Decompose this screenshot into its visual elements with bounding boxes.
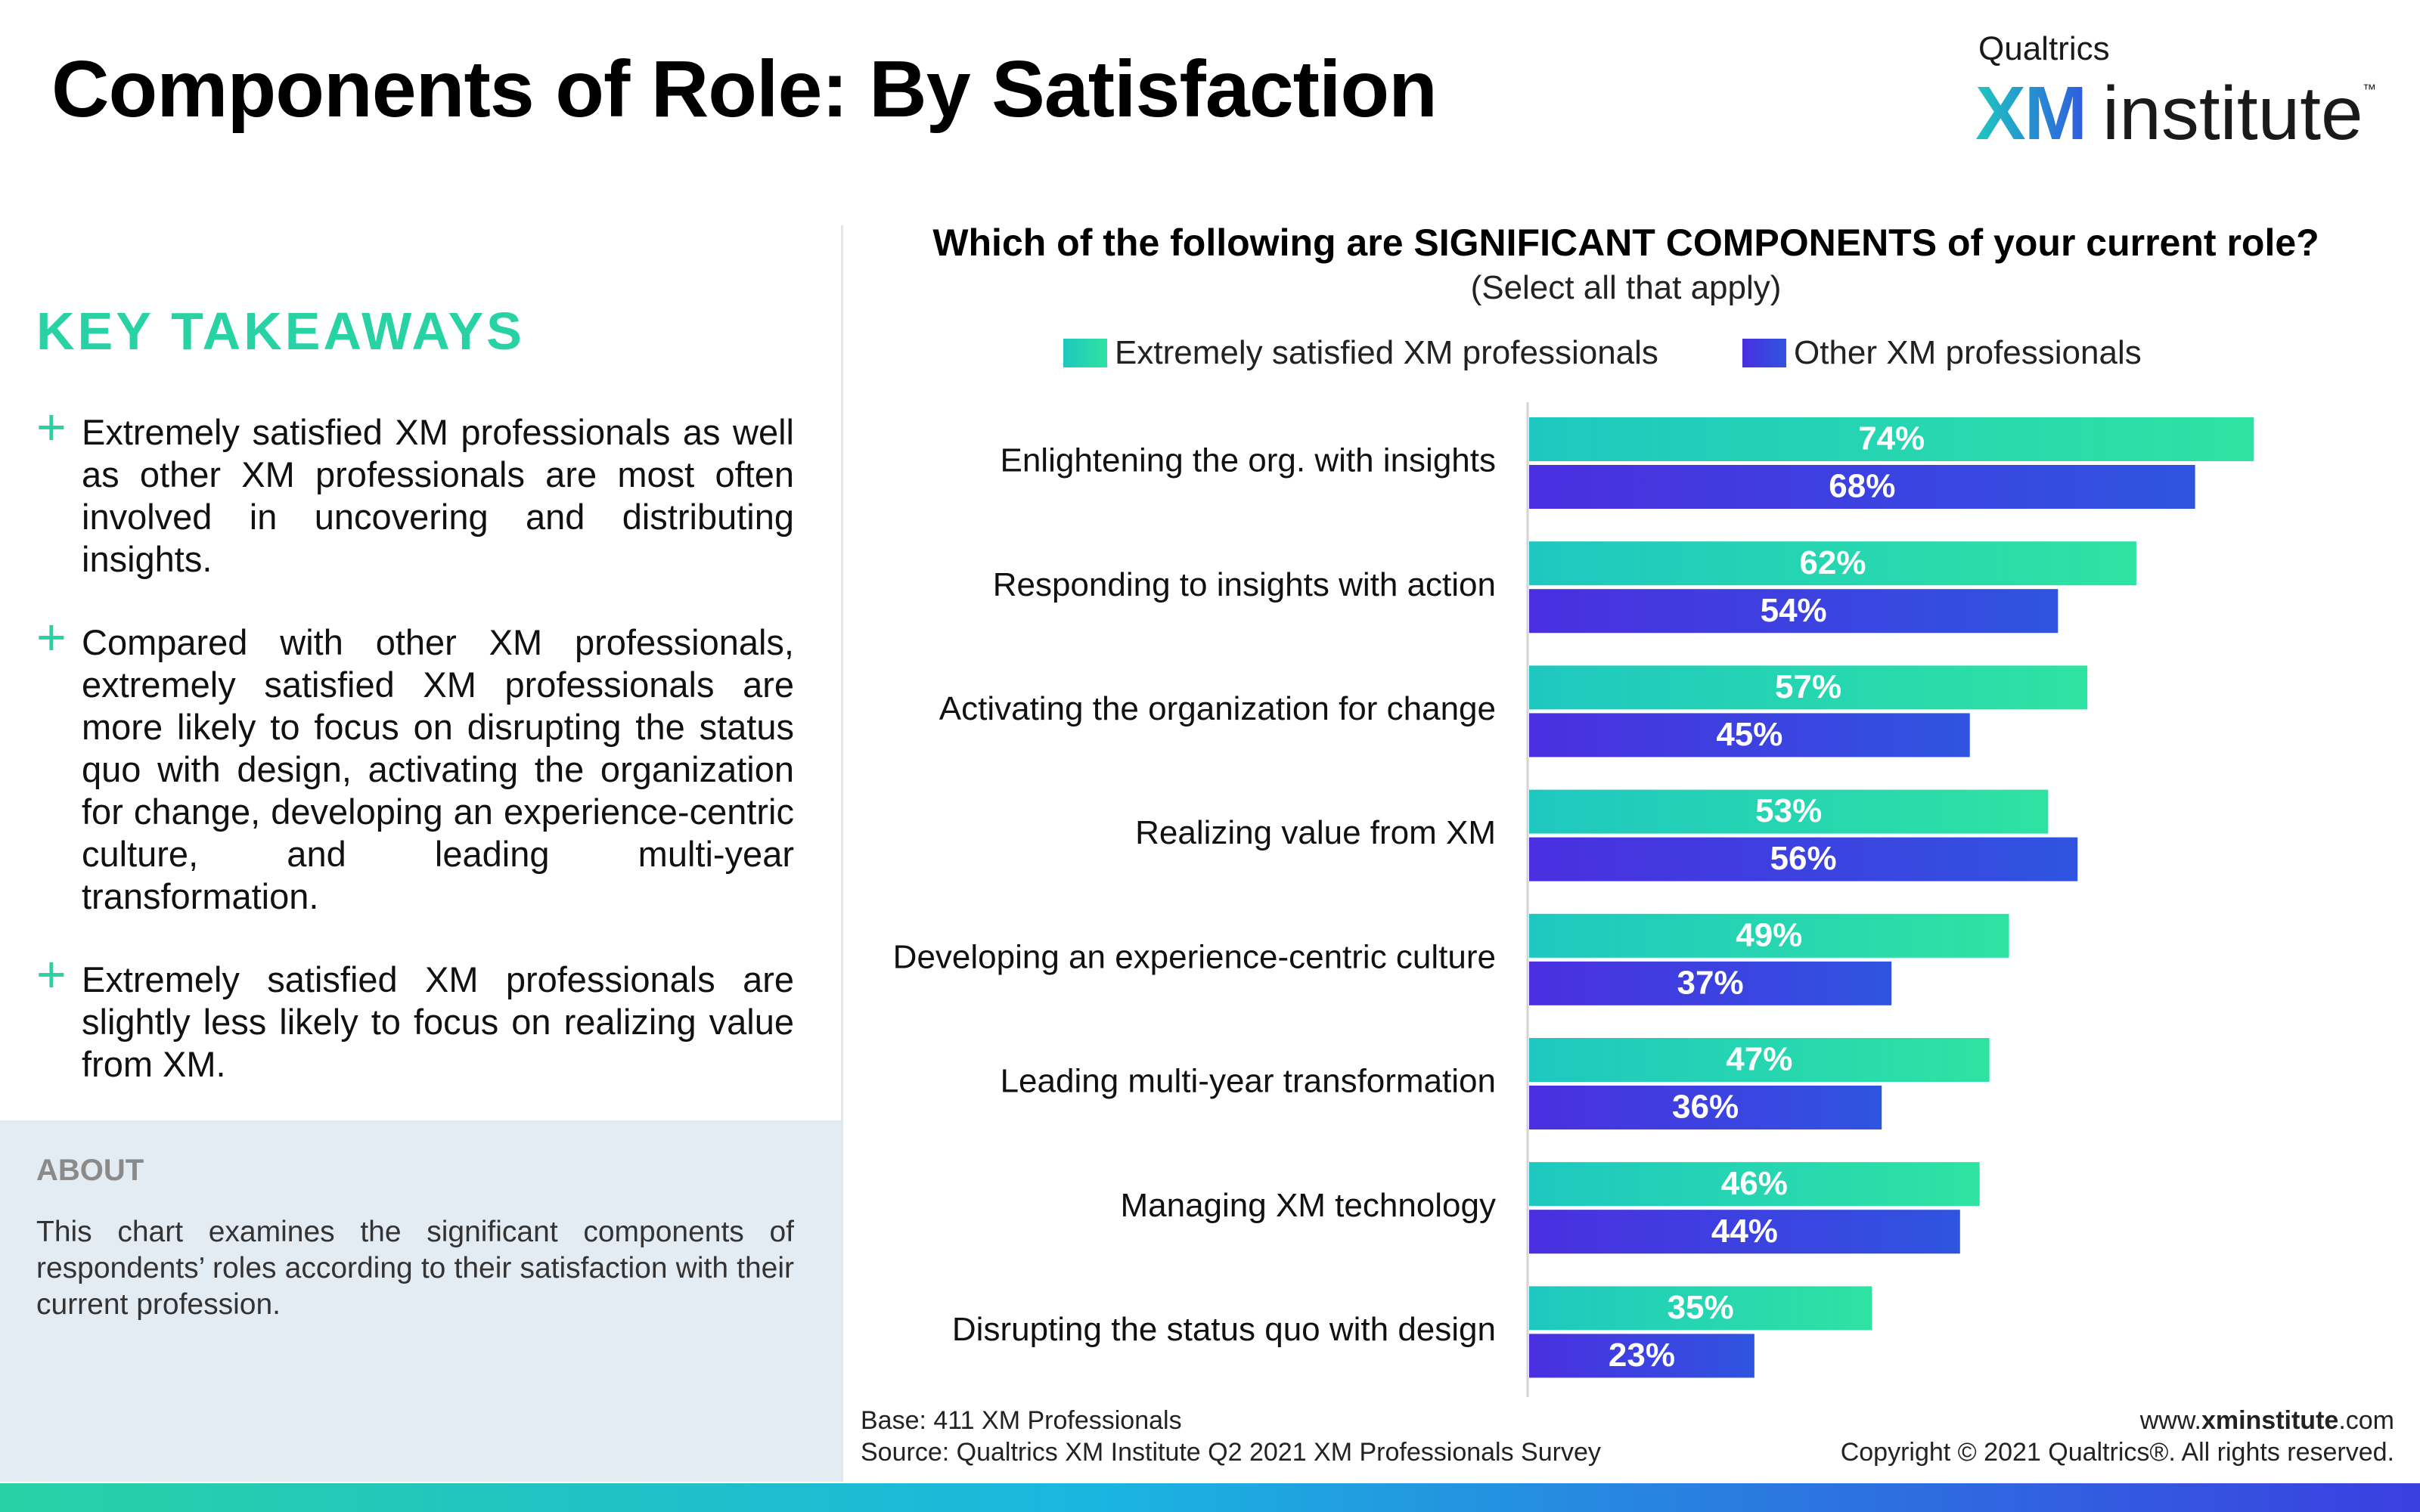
bar-other <box>1529 589 2059 634</box>
bar-other <box>1529 837 2078 881</box>
chart-marks: Enlightening the org. with insights 74% 68… <box>893 417 2254 1378</box>
data-label: 35% <box>1668 1289 1734 1326</box>
data-label: 44% <box>1711 1213 1778 1250</box>
data-label: 45% <box>1716 716 1782 753</box>
category-label: Activating the organization for change <box>939 690 1496 727</box>
plus-icon: + <box>36 946 67 1003</box>
data-label: 37% <box>1677 964 1744 1001</box>
data-label: 53% <box>1755 792 1822 829</box>
logo-institute: institute <box>2102 71 2363 156</box>
takeaway-item: + Compared with other XM professionals, … <box>36 609 794 918</box>
chart-subtitle: (Select all that apply) <box>1470 269 1782 306</box>
category-label: Enlightening the org. with insights <box>1000 442 1496 479</box>
data-label: 49% <box>1736 916 1802 953</box>
grouped-bar-chart: Enlightening the org. with insights 74% 68… <box>893 402 2254 1397</box>
bar-other <box>1529 713 1970 758</box>
legend-swatch <box>1063 339 1107 367</box>
takeaway-item: + Extremely satisfied XM professionals a… <box>36 946 794 1086</box>
category-label: Managing XM technology <box>1120 1187 1496 1224</box>
takeaway-text: Compared with other XM professionals, ex… <box>82 622 794 916</box>
takeaway-text: Extremely satisfied XM professionals as … <box>82 412 794 579</box>
category-label: Realizing value from XM <box>1135 814 1496 851</box>
bar-extremely-satisfied <box>1529 789 2049 834</box>
key-takeaways-heading: KEY TAKEAWAYS <box>36 302 525 361</box>
bar-other <box>1529 1086 1882 1129</box>
data-label: 47% <box>1726 1041 1792 1078</box>
category-label: Responding to insights with action <box>993 566 1496 603</box>
data-label: 68% <box>1829 468 1895 505</box>
data-label: 57% <box>1775 668 1841 705</box>
legend-item-extremely-satisfied: Extremely satisfied XM professionals <box>1063 334 1658 372</box>
logo-xm: XM <box>1975 71 2087 156</box>
about-text: This chart examines the significant comp… <box>36 1216 794 1321</box>
takeaway-item: + Extremely satisfied XM professionals a… <box>36 398 794 581</box>
legend-item-other: Other XM professionals <box>1742 334 2142 372</box>
legend-swatch <box>1742 339 1786 367</box>
chart-title: Which of the following are SIGNIFICANT C… <box>932 222 2319 264</box>
page-title: Components of Role: By Satisfaction <box>51 45 1438 134</box>
qualtrics-xm-institute-logo: Qualtrics XM institute ™ <box>1975 27 2384 151</box>
base-text: Base: 411 XM Professionals <box>861 1406 1182 1435</box>
plus-icon: + <box>36 609 67 666</box>
bottom-gradient-bar <box>0 1483 2420 1512</box>
legend-label: Other XM professionals <box>1794 334 2142 371</box>
bar-extremely-satisfied <box>1529 541 2136 586</box>
data-label: 56% <box>1770 840 1837 877</box>
bar-extremely-satisfied <box>1529 1038 1990 1082</box>
data-label: 46% <box>1721 1165 1788 1202</box>
bar-other <box>1529 1334 1754 1378</box>
bar-extremely-satisfied <box>1529 665 2088 710</box>
logo-brand: Qualtrics <box>1978 30 2110 67</box>
bar-other <box>1529 1210 1960 1254</box>
data-label: 36% <box>1672 1089 1739 1126</box>
legend-label: Extremely satisfied XM professionals <box>1115 334 1658 371</box>
source-note: Base: 411 XM Professionals Source: Qualt… <box>861 1405 1601 1468</box>
about-panel <box>0 1120 841 1482</box>
data-label: 23% <box>1609 1337 1675 1374</box>
data-label: 62% <box>1799 544 1866 581</box>
bar-extremely-satisfied <box>1529 1162 1980 1207</box>
category-label: Disrupting the status quo with design <box>952 1311 1496 1348</box>
category-label: Leading multi-year transformation <box>1001 1063 1496 1100</box>
bar-other <box>1529 961 1892 1005</box>
data-label: 74% <box>1858 420 1925 457</box>
plus-icon: + <box>36 398 67 456</box>
copyright-block: www.xminstitute.com Copyright © 2021 Qua… <box>1841 1405 2394 1468</box>
logo-trademark: ™ <box>2363 82 2376 97</box>
source-text: Source: Qualtrics XM Institute Q2 2021 X… <box>861 1438 1601 1467</box>
column-divider <box>841 225 843 1482</box>
website-link[interactable]: www.xminstitute.com <box>2139 1406 2394 1435</box>
bar-extremely-satisfied <box>1529 1286 1872 1331</box>
bar-other <box>1529 465 2195 509</box>
about-heading: ABOUT <box>36 1154 144 1187</box>
data-label: 54% <box>1761 592 1827 629</box>
bar-extremely-satisfied <box>1529 913 2009 958</box>
takeaway-text: Extremely satisfied XM professionals are… <box>82 959 794 1084</box>
bar-extremely-satisfied <box>1529 417 2254 461</box>
category-label: Developing an experience-centric culture <box>893 938 1496 975</box>
copyright-text: Copyright © 2021 Qualtrics®. All rights … <box>1840 1438 2394 1467</box>
